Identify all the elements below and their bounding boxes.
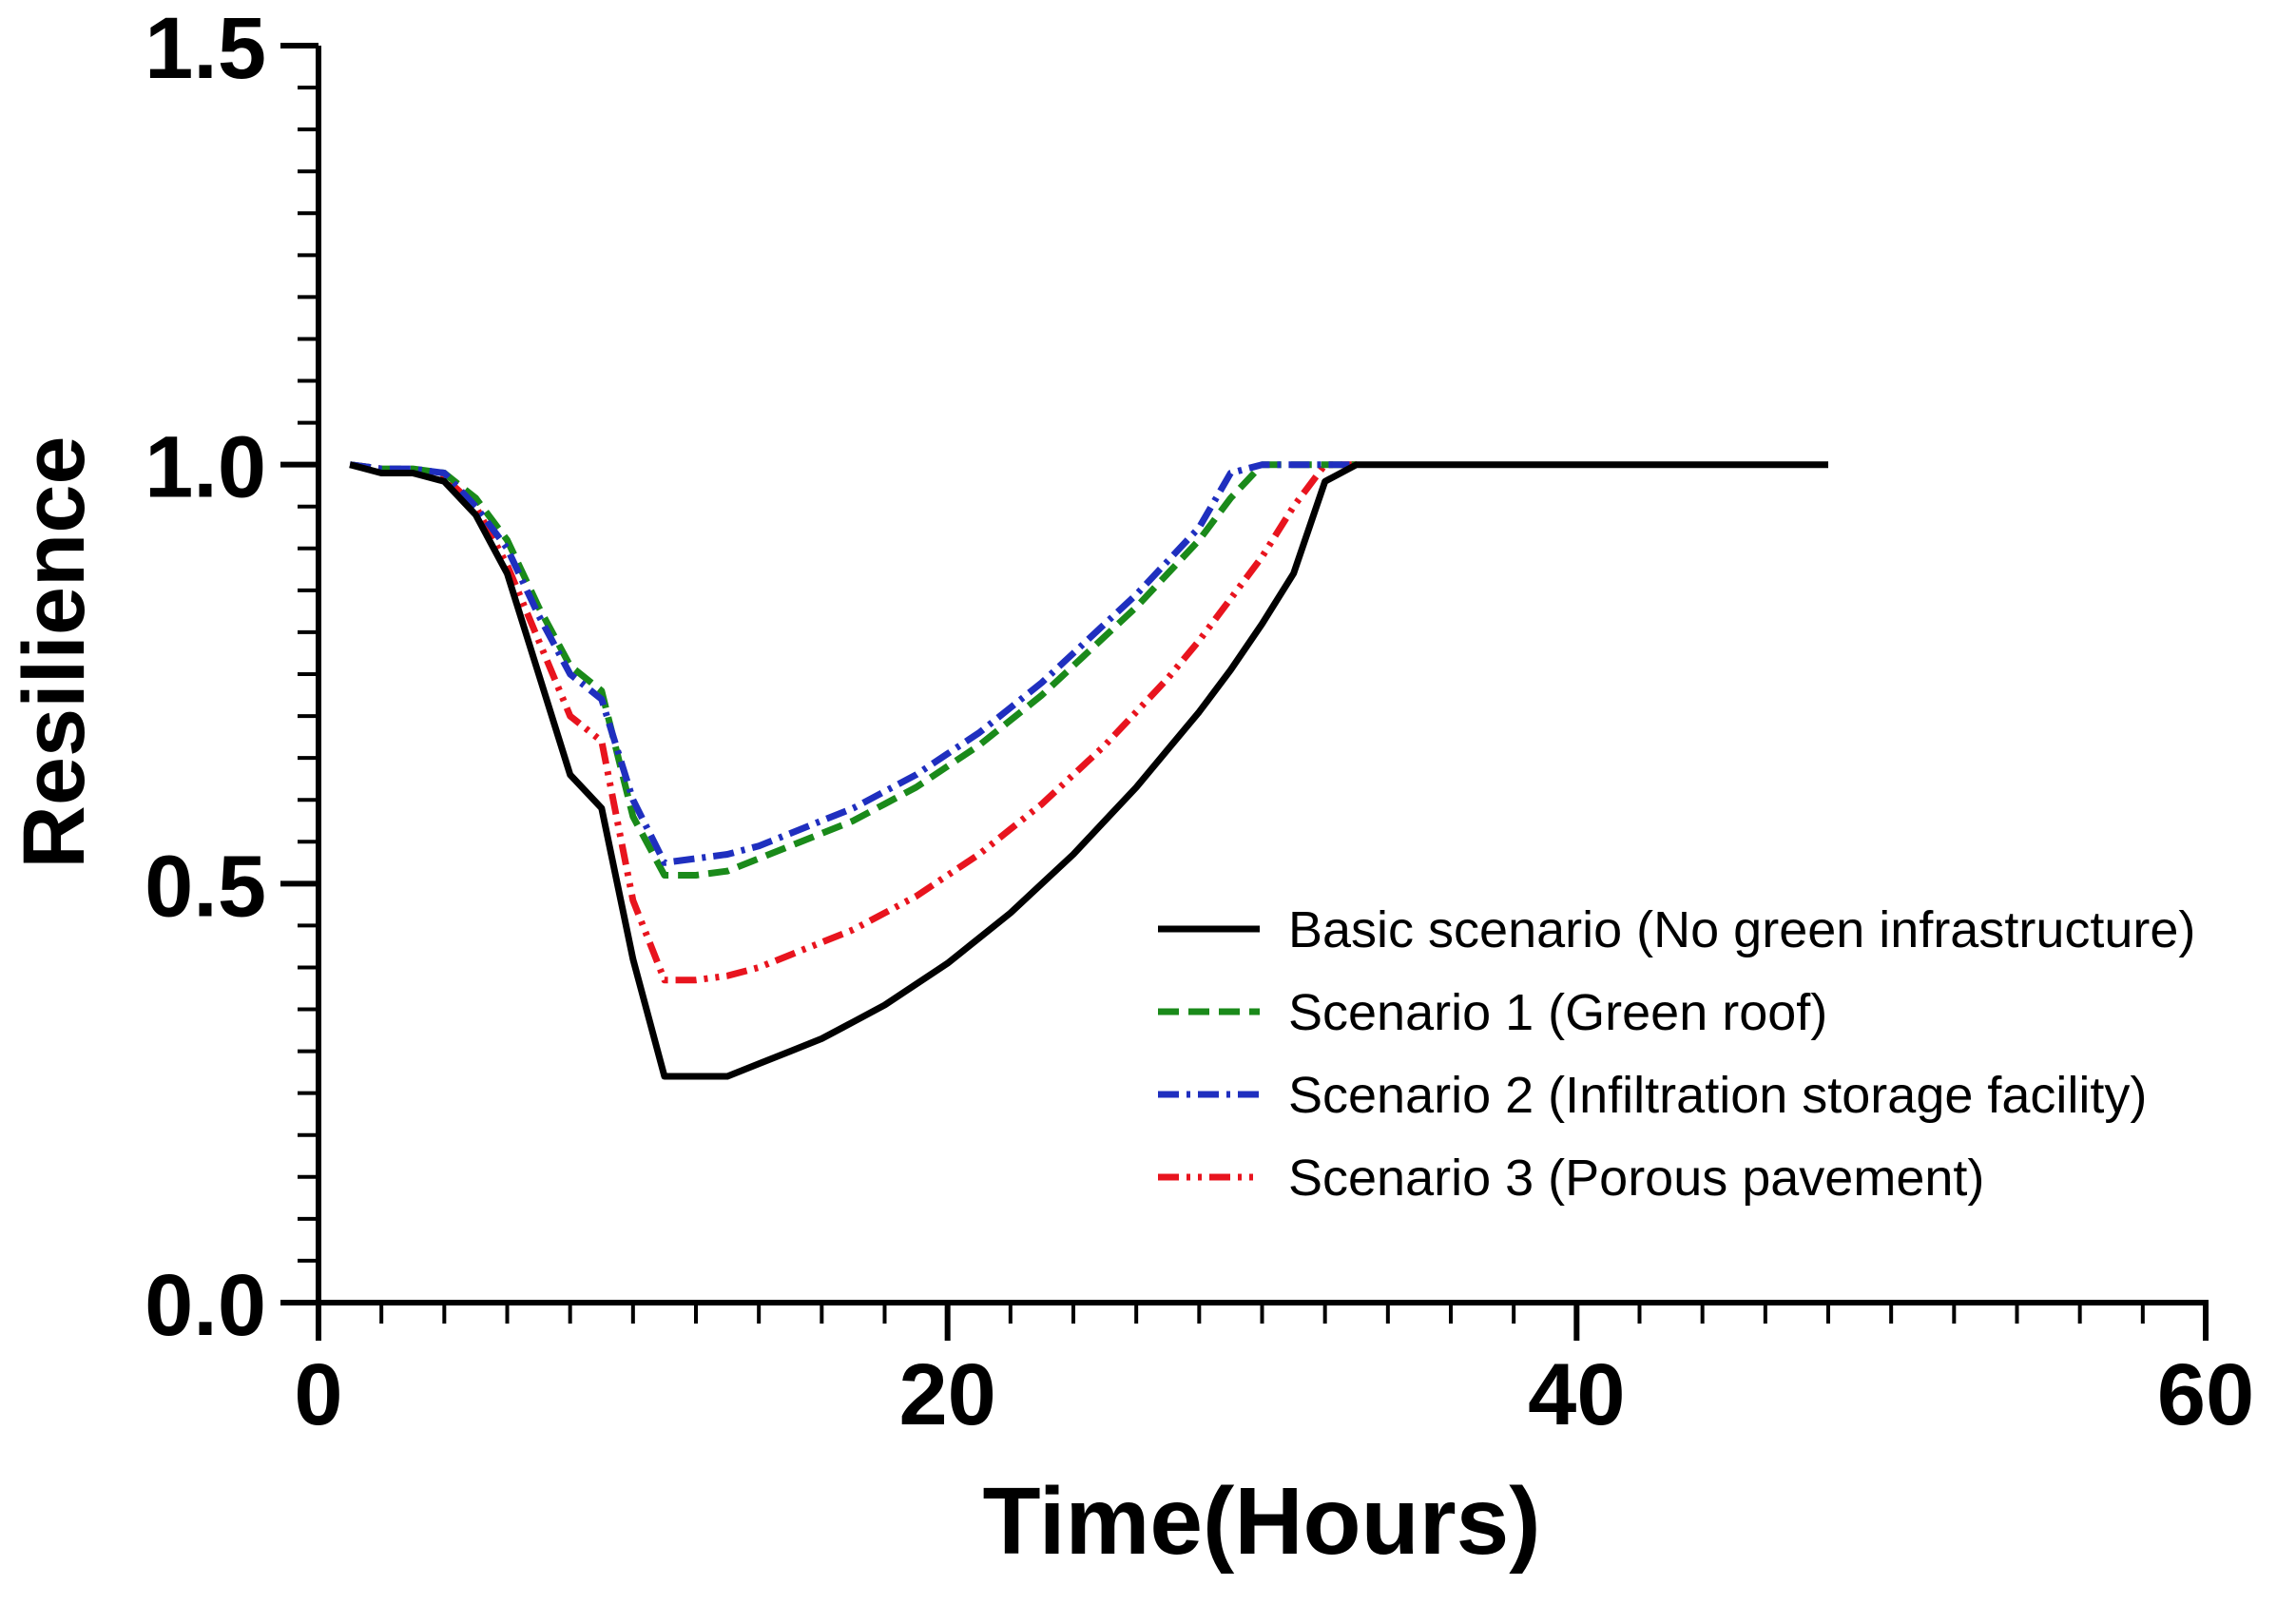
x-tick-label: 0 [294,1346,342,1443]
y-tick-label: 1.5 [145,0,266,97]
y-axis-title: Resilience [6,435,103,868]
ticks-layer [280,43,2209,1341]
y-tick-label: 0.5 [145,838,266,935]
legend-label-3: Scenario 3 (Porous pavement) [1288,1150,1984,1207]
x-tick-label: 20 [898,1346,995,1443]
legend-label-0: Basic scenario (No green infrastructure) [1288,901,2195,958]
series-line-0 [349,461,1828,1080]
x-axis-title: Time(Hours) [982,1468,1540,1575]
series-line-2 [349,461,1357,866]
series-line-3 [349,461,1357,984]
tick-labels-layer: 0.0 0.5 1.0 1.5 0 20 40 60 [145,0,2254,1443]
x-tick-label: 40 [1528,1346,1625,1443]
legend-label-2: Scenario 2 (Infiltration storage facilit… [1288,1067,2147,1124]
legend-label-1: Scenario 1 (Green roof) [1288,984,1827,1041]
legend: Basic scenario (No green infrastructure)… [1158,901,2195,1207]
series-layer [349,461,1828,1080]
y-tick-label: 0.0 [145,1257,266,1354]
y-tick-label: 1.0 [145,419,266,516]
series-line-1 [349,461,1357,879]
x-tick-label: 60 [2157,1346,2254,1443]
